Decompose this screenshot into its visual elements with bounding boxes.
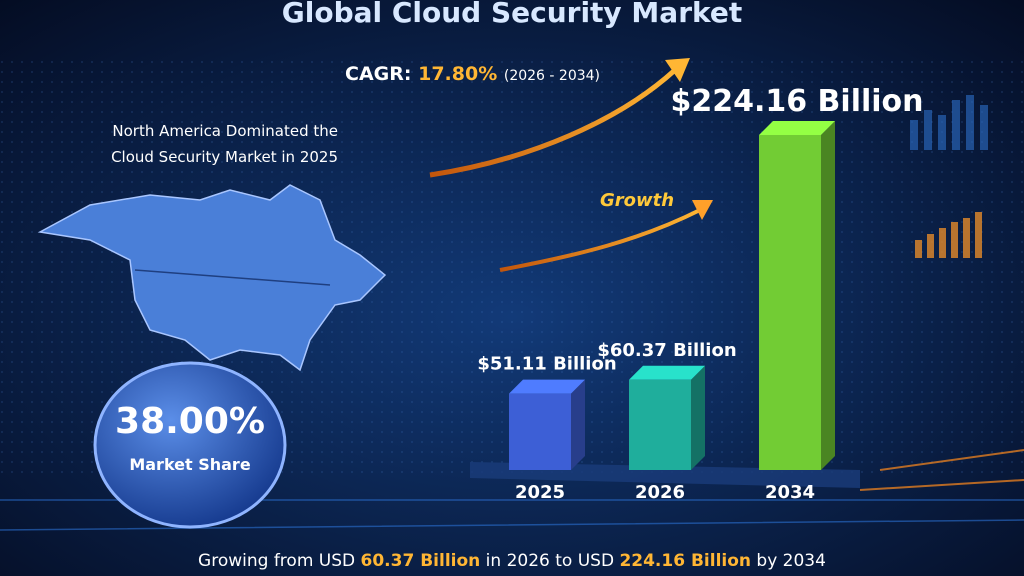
footer-highlight: 224.16 Billion [619, 551, 751, 571]
share-label: Market Share [129, 455, 250, 474]
cagr-period: (2026 - 2034) [504, 68, 600, 84]
bar-top [509, 379, 585, 394]
value-label: $51.11 Billion [477, 354, 616, 375]
bar [629, 379, 691, 470]
share-disc [93, 361, 287, 529]
bar-side [571, 379, 585, 470]
bar [509, 393, 571, 470]
north-america-map [37, 184, 387, 372]
footer-part: in 2026 to USD [480, 551, 619, 571]
growth-arrow [499, 208, 701, 272]
bar-side [691, 365, 705, 470]
floor-lines-orange [859, 449, 1024, 491]
value-label: $224.16 Billion [670, 84, 923, 119]
bar-group: $51.11 Billion 2025 $60.37 Billion 2026 $224… [477, 84, 923, 503]
footer: Growing from USD 60.37 Billion in 2026 t… [198, 551, 826, 571]
x-tick-label: 2025 [515, 482, 565, 503]
cagr-label: CAGR: [345, 63, 411, 85]
cagr-arrowhead [665, 58, 690, 82]
x-tick-label: 2034 [765, 482, 815, 503]
footer-part: by 2034 [751, 551, 826, 571]
deco-bars [910, 95, 988, 150]
share-value: 38.00% [115, 401, 265, 442]
deco-bars-orange [915, 212, 982, 258]
growth-arrowhead [692, 200, 713, 220]
bar-top [629, 365, 705, 380]
region-note: North America Dominated the [112, 122, 338, 140]
footer-part: Growing from USD [198, 551, 360, 571]
map-border [134, 269, 331, 286]
bar [759, 135, 821, 470]
footer-highlight: 60.37 Billion [361, 551, 481, 571]
bar-top [759, 121, 835, 135]
value-label: $60.37 Billion [597, 340, 736, 361]
bar-side [821, 121, 835, 470]
chart-title: Global Cloud Security Market [282, 0, 743, 29]
cagr-value: 17.80% [418, 63, 497, 85]
cagr-text: CAGR: 17.80% (2026 - 2034) [345, 63, 600, 85]
growth-label: Growth [600, 190, 674, 211]
cagr-arrow [429, 68, 677, 178]
x-tick-label: 2026 [635, 482, 685, 503]
region-note: Cloud Security Market in 2025 [111, 148, 338, 166]
